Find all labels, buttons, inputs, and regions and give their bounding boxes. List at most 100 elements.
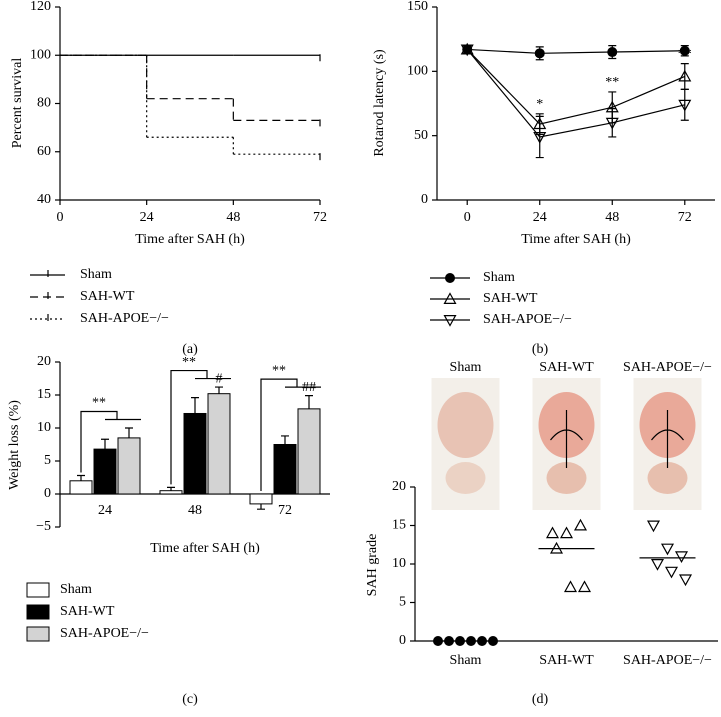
x-tick-label: 24: [533, 210, 547, 225]
y-tick-label: 50: [414, 128, 428, 143]
bar: [117, 437, 141, 495]
series-line: [466, 49, 685, 138]
brain-cerebellum: [647, 462, 688, 494]
y-tick-label: 5: [44, 453, 51, 468]
x-tick-label: 0: [57, 210, 64, 225]
x-tick-label: 72: [678, 210, 692, 225]
y-tick-label: 120: [30, 0, 51, 14]
legend-label: Sham: [483, 270, 515, 285]
data-point: [573, 518, 588, 531]
panel-label: (c): [182, 692, 198, 707]
y-axis-label: Weight loss (%): [7, 400, 22, 490]
brain-cerebellum: [445, 462, 486, 494]
y-tick-label: −5: [36, 519, 51, 534]
data-point: [577, 580, 592, 593]
x-tick-label: 48: [226, 210, 240, 225]
data-point: [559, 526, 574, 539]
error-bar: [191, 397, 199, 414]
x-tick-label: 72: [278, 503, 292, 518]
y-tick-label: 40: [37, 192, 51, 207]
legend-swatch: [26, 582, 50, 598]
data-point: [563, 580, 578, 593]
legend-marker: [445, 273, 455, 283]
y-axis-label: Percent survival: [10, 58, 25, 149]
brain-cerebellum: [546, 462, 587, 494]
y-tick-label: 100: [30, 47, 51, 62]
y-tick-label: 10: [37, 420, 51, 435]
significance: #: [216, 371, 223, 386]
x-tick-label: 24: [98, 503, 112, 518]
error-bar: [680, 88, 689, 121]
x-tick-label: 24: [140, 210, 154, 225]
bar: [273, 444, 297, 495]
legend-label: SAH-APOE−/−: [483, 312, 572, 327]
legend-swatch: [26, 604, 50, 620]
series-line: [467, 48, 685, 54]
data-point: [678, 69, 692, 82]
photo-label: Sham: [450, 360, 482, 375]
series-line: [466, 49, 686, 125]
photo-label: SAH-APOE−/−: [623, 360, 712, 375]
error-bar: [77, 474, 85, 481]
data-point: [545, 526, 560, 539]
bracket: [170, 369, 231, 485]
x-tick-label: SAH-WT: [539, 653, 594, 668]
data-point: [607, 47, 618, 58]
photo-label: SAH-WT: [539, 360, 594, 375]
x-tick-label: SAH-APOE−/−: [623, 653, 712, 668]
significance: ##: [302, 380, 316, 395]
legend-marker: [443, 315, 457, 327]
bracket: [80, 410, 141, 473]
data-point: [660, 543, 675, 556]
legend-marker: [443, 292, 457, 304]
data-point: [678, 99, 692, 112]
y-tick-label: 15: [392, 518, 406, 533]
significance: **: [92, 396, 106, 411]
bracket: [260, 378, 321, 491]
x-tick-label: Sham: [450, 653, 482, 668]
significance: *: [536, 97, 543, 112]
data-point: [650, 559, 665, 571]
bar: [207, 393, 231, 495]
significance: **: [678, 47, 692, 62]
data-point: [679, 45, 690, 56]
y-tick-label: 60: [37, 144, 51, 159]
x-axis-label: Time after SAH (h): [150, 541, 260, 556]
error-bar: [167, 486, 175, 491]
y-tick-label: 10: [392, 556, 406, 571]
data-point: [534, 48, 545, 59]
y-tick-label: 15: [37, 387, 51, 402]
legend-label: SAH-WT: [483, 291, 538, 306]
hemorrhage: [651, 410, 684, 468]
data-point: [460, 44, 474, 57]
data-point: [674, 551, 689, 564]
y-tick-label: 0: [44, 486, 51, 501]
bar: [249, 493, 273, 505]
legend-label: SAH-WT: [60, 604, 115, 619]
significance: **: [605, 75, 619, 90]
error-bar: [608, 108, 617, 138]
legend-label: SAH-APOE−/−: [60, 626, 149, 641]
legend-label: Sham: [80, 267, 112, 282]
panel-label: (a): [182, 342, 198, 357]
bar: [297, 408, 321, 495]
y-tick-label: 80: [37, 96, 51, 111]
legend-label: Sham: [60, 582, 92, 597]
data-point: [605, 117, 619, 130]
data-point: [646, 520, 661, 533]
hemorrhage: [550, 410, 583, 468]
x-tick-label: 72: [313, 210, 327, 225]
data-point: [533, 131, 547, 144]
y-axis-label: Rotarod latency (s): [372, 49, 387, 157]
y-axis-label: SAH grade: [365, 534, 380, 597]
significance: **: [272, 363, 286, 378]
legend-swatch: [26, 626, 50, 642]
x-tick-label: 48: [188, 503, 202, 518]
error-bar: [125, 427, 133, 438]
legend-label: SAH-APOE−/−: [80, 311, 169, 326]
bar: [159, 490, 183, 495]
y-tick-label: 0: [421, 192, 428, 207]
x-axis-label: Time after SAH (h): [521, 232, 631, 247]
legend-label: SAH-WT: [80, 289, 135, 304]
